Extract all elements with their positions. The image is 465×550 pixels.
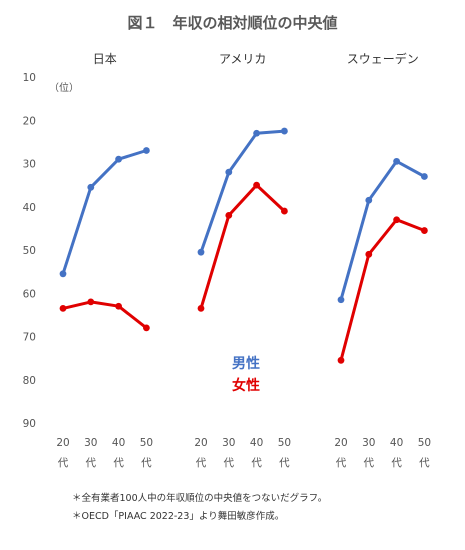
female-data-point	[87, 298, 95, 306]
x-tick-label: 20	[56, 437, 69, 449]
y-tick-label: 70	[23, 332, 36, 344]
y-tick-label: 80	[23, 375, 36, 387]
panel-title: 日本	[93, 52, 117, 66]
panel: 日本 20 代 30 代 40 代 50 代	[56, 52, 153, 469]
x-tick-label: 20	[194, 437, 207, 449]
x-tick-label: 30	[222, 437, 235, 449]
male-data-point	[87, 183, 95, 191]
female-data-point	[393, 216, 400, 224]
y-axis-unit: （位）	[49, 81, 79, 94]
panel: アメリカ 20 代 30 代 40 代 50 代	[194, 52, 291, 469]
chart-title: 図１ 年収の相対順位の中央値	[127, 14, 338, 32]
male-data-point	[281, 127, 288, 135]
panel-title: アメリカ	[219, 52, 266, 66]
x-tick-label: 30	[84, 437, 97, 449]
x-tick-label: 40	[112, 437, 125, 449]
male-data-point	[253, 129, 260, 137]
male-data-point	[365, 196, 373, 204]
male-series-line	[199, 129, 286, 254]
y-tick-label: 40	[23, 202, 36, 214]
footnote-2: ＊OECD「PIAAC 2022-23」より舞田敏彦作成。	[72, 511, 285, 522]
male-series-line	[339, 159, 426, 302]
male-data-point	[225, 168, 233, 176]
chart-panels: 日本 20 代 30 代 40 代 50 代 アメリカ 20 代 30 代 40 代 50 代 スウェーデン 20 代 3…	[56, 51, 431, 469]
x-tick-label: 40	[390, 437, 403, 449]
female-data-point	[59, 304, 67, 312]
female-series-line	[199, 183, 286, 310]
y-tick-label: 90	[23, 418, 36, 430]
x-tick-label: 50	[418, 437, 431, 449]
y-tick-label: 60	[23, 288, 36, 300]
y-tick-label: 50	[23, 245, 36, 257]
x-tick-label-suffix: 代	[336, 457, 347, 469]
male-data-point	[421, 173, 428, 180]
x-tick-label-suffix: 代	[141, 457, 152, 469]
male-data-point	[143, 147, 150, 154]
panel: スウェーデン 20 代 30 代 40 代 50 代	[334, 51, 431, 469]
female-data-point	[337, 356, 345, 364]
female-series-line	[61, 300, 148, 330]
female-data-point	[225, 212, 233, 219]
y-tick-label: 30	[23, 159, 36, 171]
female-data-point	[421, 227, 428, 234]
x-tick-label-suffix: 代	[58, 457, 69, 469]
male-data-point	[337, 296, 345, 304]
x-tick-label: 20	[334, 437, 347, 449]
footnote-1: ＊全有業者100人中の年収順位の中央値をつないだグラフ。	[72, 493, 328, 504]
female-data-point	[197, 304, 205, 312]
x-tick-label-suffix: 代	[251, 457, 262, 469]
x-tick-label-suffix: 代	[86, 457, 97, 469]
female-data-point	[281, 207, 288, 215]
male-data-point	[59, 270, 67, 278]
x-tick-label: 40	[250, 437, 263, 449]
x-tick-label: 30	[362, 437, 375, 449]
female-data-point	[365, 250, 373, 258]
x-tick-label-suffix: 代	[196, 457, 207, 469]
x-tick-label-suffix: 代	[224, 457, 235, 469]
legend-male: 男性	[232, 355, 260, 372]
male-series-line	[61, 149, 148, 276]
male-data-point	[393, 157, 400, 165]
legend-female: 女性	[232, 377, 260, 394]
x-tick-label-suffix: 代	[279, 457, 290, 469]
footnotes: ＊全有業者100人中の年収順位の中央値をつないだグラフ。 ＊OECD「PIAAC…	[72, 490, 327, 526]
x-tick-label-suffix: 代	[113, 457, 124, 469]
x-tick-label-suffix: 代	[364, 457, 375, 469]
x-tick-label-suffix: 代	[391, 457, 402, 469]
female-data-point	[115, 302, 122, 310]
male-data-point	[115, 155, 122, 163]
y-axis: 10 20 30 40 50 60 70 80 90 （位）	[23, 72, 79, 430]
female-series-line	[339, 218, 426, 362]
female-data-point	[143, 324, 150, 332]
x-tick-label: 50	[278, 437, 291, 449]
female-data-point	[253, 181, 260, 189]
male-data-point	[197, 248, 205, 256]
panel-title: スウェーデン	[347, 51, 419, 66]
y-tick-label: 10	[23, 72, 36, 84]
x-tick-label: 50	[140, 437, 153, 449]
x-tick-label-suffix: 代	[419, 457, 430, 469]
y-tick-label: 20	[23, 115, 36, 127]
